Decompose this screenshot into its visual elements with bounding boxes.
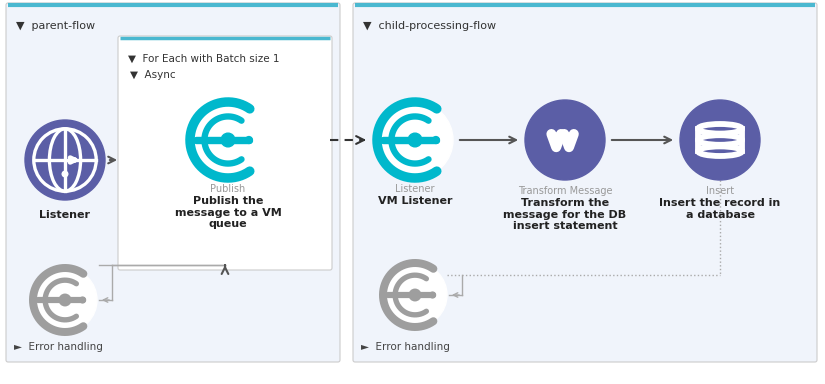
Text: ►  Error handling: ► Error handling: [361, 342, 450, 352]
Circle shape: [408, 133, 422, 147]
Circle shape: [525, 100, 605, 180]
FancyBboxPatch shape: [353, 3, 817, 362]
Text: Insert the record in
a database: Insert the record in a database: [659, 198, 780, 220]
Text: ▼  child-processing-flow: ▼ child-processing-flow: [363, 21, 496, 31]
Circle shape: [80, 297, 86, 303]
Text: Listener: Listener: [395, 184, 435, 194]
FancyBboxPatch shape: [6, 3, 340, 362]
Circle shape: [33, 268, 97, 332]
Circle shape: [62, 171, 68, 177]
Text: Transform the
message for the DB
insert statement: Transform the message for the DB insert …: [503, 198, 626, 231]
Circle shape: [430, 292, 436, 298]
Circle shape: [680, 100, 760, 180]
Circle shape: [190, 102, 266, 178]
FancyBboxPatch shape: [118, 36, 332, 270]
Circle shape: [409, 289, 421, 301]
Text: Publish: Publish: [210, 184, 246, 194]
Text: Listener: Listener: [40, 210, 91, 220]
Circle shape: [59, 294, 71, 306]
Circle shape: [246, 137, 252, 143]
Text: ▼  parent-flow: ▼ parent-flow: [16, 21, 95, 31]
Text: Insert: Insert: [706, 186, 734, 196]
Text: ►  Error handling: ► Error handling: [14, 342, 103, 352]
Circle shape: [432, 137, 440, 143]
Circle shape: [383, 263, 447, 327]
Text: Transform Message: Transform Message: [518, 186, 612, 196]
Text: ▼  For Each with Batch size 1: ▼ For Each with Batch size 1: [128, 54, 280, 64]
Circle shape: [221, 133, 235, 147]
Text: ▼  Async: ▼ Async: [130, 70, 176, 80]
Text: Publish the
message to a VM
queue: Publish the message to a VM queue: [175, 196, 281, 229]
Circle shape: [25, 120, 105, 200]
Circle shape: [377, 102, 453, 178]
Text: VM Listener: VM Listener: [378, 196, 452, 206]
